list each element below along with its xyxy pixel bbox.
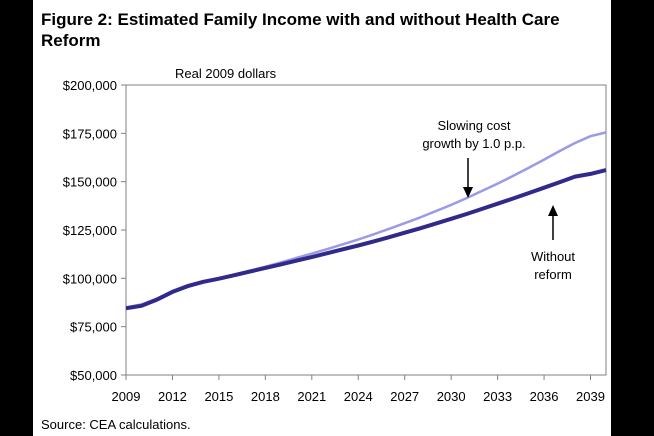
y-tick-label: $150,000 (63, 175, 117, 190)
annotation-arrow-head (548, 205, 558, 216)
y-tick-label: $175,000 (63, 126, 117, 141)
source-note: Source: CEA calculations. (41, 417, 191, 432)
x-tick-label: 2027 (390, 389, 419, 404)
x-tick-label: 2018 (251, 389, 280, 404)
x-tick-label: 2012 (158, 389, 187, 404)
x-tick-label: 2033 (483, 389, 512, 404)
y-tick-label: $200,000 (63, 78, 117, 93)
series-line-without-reform (125, 168, 607, 311)
chart-subtitle: Real 2009 dollars (175, 66, 277, 81)
x-tick-label: 2024 (344, 389, 373, 404)
x-tick-label: 2015 (204, 389, 233, 404)
annotation-label-slowing: growth by 1.0 p.p. (422, 136, 525, 151)
annotation-label-without-reform: Without (531, 249, 575, 264)
annotation-arrow-head (463, 187, 473, 198)
x-tick-label: 2009 (112, 389, 141, 404)
y-tick-label: $125,000 (63, 223, 117, 238)
y-tick-label: $75,000 (70, 320, 117, 335)
y-tick-label: $50,000 (70, 368, 117, 383)
annotation-label-without-reform: reform (534, 267, 572, 282)
annotation-label-slowing: Slowing cost (438, 118, 511, 133)
x-tick-label: 2036 (530, 389, 559, 404)
chart-panel (33, 0, 611, 436)
x-tick-label: 2030 (437, 389, 466, 404)
y-tick-label: $100,000 (63, 271, 117, 286)
plot-area-frame (125, 84, 607, 376)
chart-title: Figure 2: Estimated Family Income with a… (41, 10, 560, 50)
x-tick-label: 2021 (297, 389, 326, 404)
x-tick-label: 2039 (576, 389, 605, 404)
